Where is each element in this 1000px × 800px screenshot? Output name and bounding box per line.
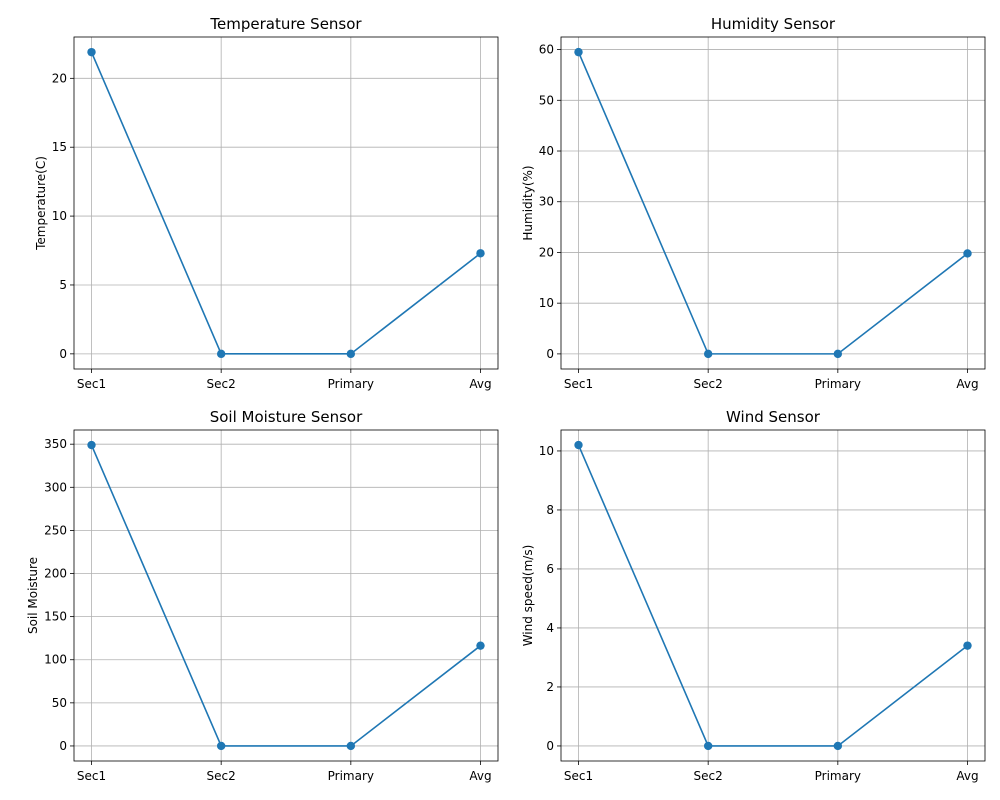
- y-tick-label: 300: [44, 480, 67, 494]
- y-tick-label: 8: [546, 503, 554, 517]
- y-axis-label: Temperature(C): [34, 156, 48, 251]
- data-point: [87, 440, 96, 450]
- x-tick-label: Primary: [328, 769, 374, 783]
- y-tick-label: 20: [539, 245, 554, 259]
- x-tick-label: Sec2: [694, 769, 723, 783]
- x-tick-label: Primary: [815, 769, 861, 783]
- chart-panel-2: Sec1 Sec2 Primary Avg 0 10 20 30 40 50 60 Humidity …: [521, 15, 986, 391]
- y-tick-label: 0: [546, 347, 554, 361]
- data-point: [703, 349, 713, 359]
- y-tick-label: 200: [44, 567, 67, 581]
- chart-panel-1: Sec1 Sec2 Primary Avg 0 5 10 15 20 Temperature Se…: [34, 15, 499, 391]
- y-tick-label: 10: [52, 209, 67, 223]
- y-tick-label: 250: [44, 523, 67, 537]
- chart-title: Wind Sensor: [726, 408, 821, 426]
- y-tick-label: 30: [539, 195, 554, 209]
- chart-title: Humidity Sensor: [711, 15, 836, 33]
- y-tick-label: 2: [546, 680, 554, 694]
- y-tick-label: 10: [539, 444, 554, 458]
- plot-frame: [73, 36, 499, 370]
- chart-title: Soil Moisture Sensor: [210, 408, 363, 426]
- y-tick-label: 0: [546, 739, 554, 753]
- data-point: [574, 440, 583, 450]
- data-point: [346, 741, 356, 751]
- data-point: [963, 249, 972, 258]
- x-tick-label: Primary: [815, 377, 861, 391]
- chart-panel-4: Sec1 Sec2 Primary Avg 0 2 4 6 8 10 Wind Sensor Wind…: [521, 408, 986, 783]
- plot-frame: [73, 429, 499, 762]
- y-tick-label: 50: [539, 93, 554, 107]
- data-point: [833, 349, 843, 359]
- chart-title: Temperature Sensor: [209, 15, 362, 33]
- data-point: [833, 741, 843, 751]
- x-tick-label: Sec1: [77, 769, 106, 783]
- data-point: [476, 641, 485, 650]
- y-tick-label: 100: [44, 653, 67, 667]
- data-point: [963, 641, 972, 650]
- data-point: [216, 741, 226, 751]
- data-point: [346, 349, 356, 359]
- data-point: [216, 349, 226, 359]
- y-tick-label: 50: [52, 696, 67, 710]
- x-tick-label: Sec1: [564, 377, 593, 391]
- x-tick-label: Avg: [469, 769, 491, 783]
- x-tick-label: Avg: [469, 377, 491, 391]
- x-tick-label: Sec2: [207, 377, 236, 391]
- series-line: [90, 51, 481, 355]
- y-tick-label: 15: [52, 140, 67, 154]
- y-axis-label: Humidity(%): [521, 165, 535, 240]
- x-tick-label: Sec2: [207, 769, 236, 783]
- y-tick-label: 150: [44, 610, 67, 624]
- y-tick-label: 6: [546, 562, 554, 576]
- plot-frame: [560, 36, 986, 370]
- x-tick-label: Avg: [956, 769, 978, 783]
- x-tick-label: Primary: [328, 377, 374, 391]
- plot-frame: [560, 429, 986, 762]
- series-line: [577, 444, 968, 747]
- data-point: [476, 249, 485, 258]
- series-line: [90, 444, 481, 747]
- x-tick-label: Sec1: [564, 769, 593, 783]
- data-point: [87, 47, 96, 57]
- y-tick-label: 0: [59, 739, 67, 753]
- y-axis-label: Wind speed(m/s): [521, 545, 535, 647]
- series-line: [577, 51, 968, 355]
- y-tick-label: 0: [59, 347, 67, 361]
- y-tick-label: 10: [539, 296, 554, 310]
- y-tick-label: 4: [546, 621, 554, 635]
- x-tick-label: Avg: [956, 377, 978, 391]
- x-tick-label: Sec1: [77, 377, 106, 391]
- y-tick-label: 350: [44, 437, 67, 451]
- data-point: [703, 741, 713, 751]
- x-tick-label: Sec2: [694, 377, 723, 391]
- y-tick-label: 20: [52, 71, 67, 85]
- data-point: [574, 47, 583, 57]
- y-tick-label: 60: [539, 43, 554, 57]
- y-tick-label: 40: [539, 144, 554, 158]
- chart-panel-3: Sec1 Sec2 Primary Avg 0 50 100 150 200 250 300 350 S…: [26, 408, 499, 783]
- y-axis-label: Soil Moisture: [26, 557, 40, 634]
- y-tick-label: 5: [59, 278, 67, 292]
